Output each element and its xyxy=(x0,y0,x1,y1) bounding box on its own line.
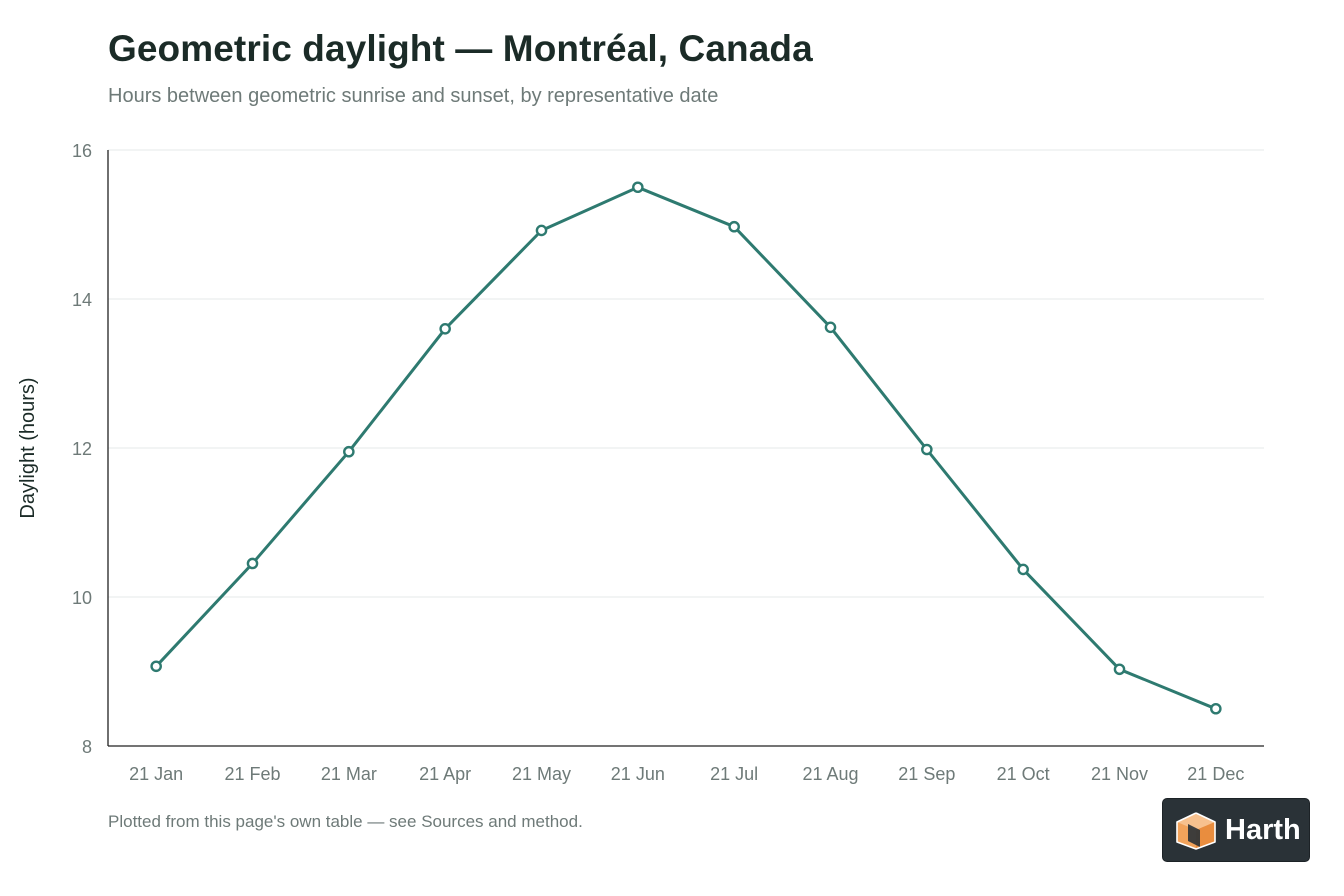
y-axis-label: Daylight (hours) xyxy=(17,377,39,518)
box-logo-icon xyxy=(1176,812,1216,850)
data-point xyxy=(728,220,740,233)
x-tick-label: 21 Mar xyxy=(321,764,377,784)
chart-subtitle: Hours between geometric sunrise and suns… xyxy=(108,85,719,107)
data-point xyxy=(921,443,933,456)
data-point xyxy=(343,445,355,458)
x-tick-labels: 21 Jan 21 Feb 21 Mar 21 Apr 21 May 21 Jun 21 J… xyxy=(129,764,1244,784)
data-point xyxy=(246,557,259,570)
x-tick-label: 21 Jul xyxy=(710,764,758,784)
x-tick-label: 21 Oct xyxy=(997,764,1050,784)
y-tick-label: 14 xyxy=(72,290,92,310)
x-tick-label: 21 Jun xyxy=(611,764,665,784)
x-tick-label: 21 Apr xyxy=(419,764,471,784)
x-tick-label: 21 Aug xyxy=(802,764,858,784)
line-chart: 8 10 12 14 16 21 Jan 21 Feb 21 Mar 21 Apr 21 May… xyxy=(17,141,1264,784)
data-points xyxy=(150,181,1222,715)
data-point xyxy=(824,321,837,334)
data-point xyxy=(632,181,644,194)
y-tick-label: 8 xyxy=(82,737,92,757)
data-point xyxy=(1210,702,1222,715)
x-tick-label: 21 Jan xyxy=(129,764,183,784)
x-tick-label: 21 Feb xyxy=(224,764,280,784)
x-tick-label: 21 May xyxy=(512,764,571,784)
data-point xyxy=(439,322,451,335)
badge-label: Harth xyxy=(1225,814,1301,846)
data-point xyxy=(535,224,548,237)
series-line xyxy=(155,185,1217,711)
x-tick-label: 21 Nov xyxy=(1091,764,1148,784)
data-point xyxy=(150,660,162,673)
y-tick-label: 10 xyxy=(72,588,92,608)
x-tick-label: 21 Dec xyxy=(1187,764,1244,784)
y-tick-labels: 8 10 12 14 16 xyxy=(72,141,92,757)
y-tick-label: 16 xyxy=(72,141,92,161)
data-point xyxy=(1113,663,1126,676)
data-point xyxy=(1017,563,1029,576)
chart-title: Geometric daylight — Montréal, Canada xyxy=(108,28,813,69)
harth-badge[interactable]: Harth xyxy=(1162,798,1310,862)
y-tick-label: 12 xyxy=(72,439,92,459)
x-tick-label: 21 Sep xyxy=(898,764,955,784)
source-footnote: Plotted from this page's own table — see… xyxy=(108,812,583,831)
gridlines xyxy=(108,149,1264,598)
